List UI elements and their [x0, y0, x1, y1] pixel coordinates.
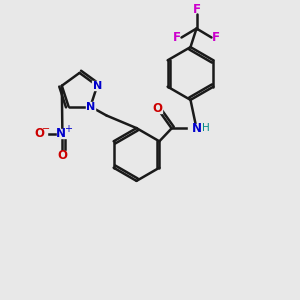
Text: F: F — [193, 3, 200, 16]
Bar — [85, 102, 95, 111]
Bar — [34, 129, 47, 138]
Text: +: + — [64, 124, 72, 134]
Bar — [58, 151, 67, 160]
Bar — [57, 129, 68, 138]
Bar — [188, 124, 205, 133]
Text: F: F — [173, 31, 181, 44]
Text: N: N — [86, 101, 95, 112]
Text: O: O — [57, 149, 68, 162]
Text: N: N — [93, 81, 102, 91]
Text: N: N — [56, 127, 66, 140]
Text: N: N — [191, 122, 202, 135]
Text: −: − — [42, 124, 51, 134]
Text: F: F — [212, 31, 220, 44]
Bar — [153, 104, 162, 113]
Text: O: O — [152, 102, 163, 115]
Bar — [92, 81, 102, 90]
Text: H: H — [202, 123, 210, 134]
Text: O: O — [34, 127, 44, 140]
